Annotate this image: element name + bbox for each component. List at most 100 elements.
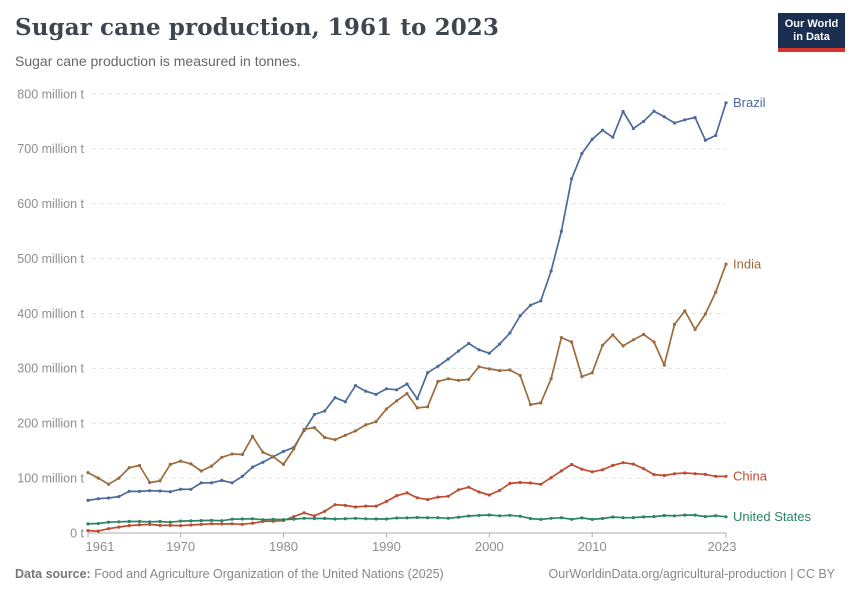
- series-point-united-states: [261, 518, 265, 522]
- series-point-united-states: [498, 514, 502, 518]
- series-label-china[interactable]: China: [733, 469, 768, 484]
- series-point-united-states: [415, 515, 419, 520]
- series-point-brazil: [189, 487, 193, 491]
- owid-logo[interactable]: Our World in Data: [778, 13, 845, 52]
- series-point-india: [508, 368, 512, 372]
- series-point-china: [580, 467, 584, 471]
- series-point-india: [158, 479, 162, 483]
- series-label-brazil[interactable]: Brazil: [733, 95, 766, 110]
- x-axis-tick-label: 2023: [708, 539, 737, 554]
- series-point-india: [137, 463, 142, 468]
- series-point-india: [343, 433, 347, 437]
- y-axis-tick-label: 100 million t: [17, 471, 84, 485]
- series-label-india[interactable]: India: [733, 256, 762, 271]
- series-point-brazil: [209, 481, 214, 485]
- series-point-india: [590, 371, 594, 375]
- chart-subtitle: Sugar cane production is measured in ton…: [15, 53, 301, 69]
- series-point-china: [590, 470, 594, 474]
- series-point-china: [240, 522, 244, 526]
- series-point-china: [168, 523, 172, 527]
- series-point-india: [539, 401, 543, 405]
- series-label-united-states[interactable]: United States: [733, 509, 812, 524]
- series-point-united-states: [528, 517, 533, 521]
- series-point-china: [323, 509, 327, 513]
- series-point-united-states: [281, 518, 286, 522]
- series-point-india: [209, 464, 214, 468]
- x-axis-tick-label: 2000: [475, 539, 504, 554]
- series-point-india: [652, 340, 656, 344]
- series-point-united-states: [251, 517, 255, 521]
- series-point-china: [549, 476, 553, 480]
- series-point-india: [179, 459, 183, 463]
- chart-canvas[interactable]: 0 t 100 million t 200 million t 300 million…: [0, 80, 850, 555]
- series-point-united-states: [456, 515, 461, 519]
- series-point-brazil: [353, 384, 358, 388]
- series-point-united-states: [703, 515, 708, 519]
- series-point-india: [528, 403, 533, 407]
- series-point-brazil: [611, 135, 615, 139]
- series-point-united-states: [436, 516, 440, 520]
- license-badge: | CC BY: [786, 567, 835, 581]
- series-point-india: [683, 309, 687, 313]
- series-point-united-states: [580, 516, 584, 520]
- series-point-china: [107, 527, 111, 531]
- series-point-india: [86, 471, 90, 475]
- series-point-brazil: [621, 109, 625, 114]
- series-point-brazil: [703, 138, 708, 142]
- chart-footer: Data source: Food and Agriculture Organi…: [15, 567, 835, 581]
- series-line-india[interactable]: [87, 263, 727, 486]
- series-point-brazil: [220, 478, 224, 483]
- series-point-china: [477, 490, 481, 494]
- series-point-china: [117, 525, 121, 529]
- series-point-brazil: [374, 392, 378, 396]
- series-point-india: [662, 363, 666, 367]
- series-point-china: [498, 488, 502, 492]
- series-point-united-states: [168, 520, 172, 524]
- series-point-india: [487, 367, 491, 371]
- series-point-brazil: [415, 397, 419, 401]
- series-point-india: [302, 427, 306, 431]
- series-point-brazil: [508, 331, 512, 335]
- series-point-brazil: [693, 115, 697, 120]
- series-point-brazil: [240, 474, 244, 478]
- series-point-china: [467, 485, 471, 489]
- data-source-label: Data source:: [15, 567, 91, 581]
- series-point-united-states: [426, 516, 430, 520]
- series-line-brazil[interactable]: [87, 101, 727, 502]
- series-point-united-states: [189, 519, 193, 523]
- series-point-india: [127, 466, 131, 470]
- series-point-united-states: [642, 515, 646, 519]
- series-point-brazil: [446, 357, 450, 361]
- series-point-china: [127, 524, 131, 528]
- series-point-india: [384, 407, 388, 411]
- series-point-china: [446, 494, 450, 498]
- series-point-china: [148, 522, 152, 526]
- series-point-india: [611, 333, 615, 337]
- series-point-china: [312, 514, 316, 518]
- series-point-brazil: [281, 449, 286, 453]
- series-point-china: [714, 474, 718, 478]
- series-point-china: [611, 463, 615, 467]
- series-point-brazil: [261, 460, 265, 464]
- series-point-india: [703, 312, 708, 316]
- series-point-china: [683, 471, 687, 475]
- series-point-india: [292, 447, 296, 451]
- series-point-brazil: [570, 177, 574, 181]
- x-axis-tick-label: 1970: [166, 539, 195, 554]
- series-point-united-states: [621, 516, 625, 520]
- owid-link[interactable]: OurWorldinData.org/agricultural-producti…: [548, 567, 787, 581]
- series-point-united-states: [405, 516, 409, 520]
- series-point-india: [518, 373, 522, 378]
- series-point-china: [179, 524, 183, 528]
- series-point-china: [693, 472, 697, 476]
- series-point-united-states: [693, 513, 697, 517]
- series-point-india: [446, 377, 450, 381]
- series-point-china: [395, 494, 399, 498]
- series-point-china: [158, 523, 162, 527]
- series-point-china: [292, 515, 296, 519]
- series-point-united-states: [477, 513, 481, 517]
- series-point-united-states: [611, 515, 615, 519]
- series-point-india: [693, 327, 697, 331]
- series-point-united-states: [508, 513, 512, 517]
- series-point-brazil: [631, 126, 636, 131]
